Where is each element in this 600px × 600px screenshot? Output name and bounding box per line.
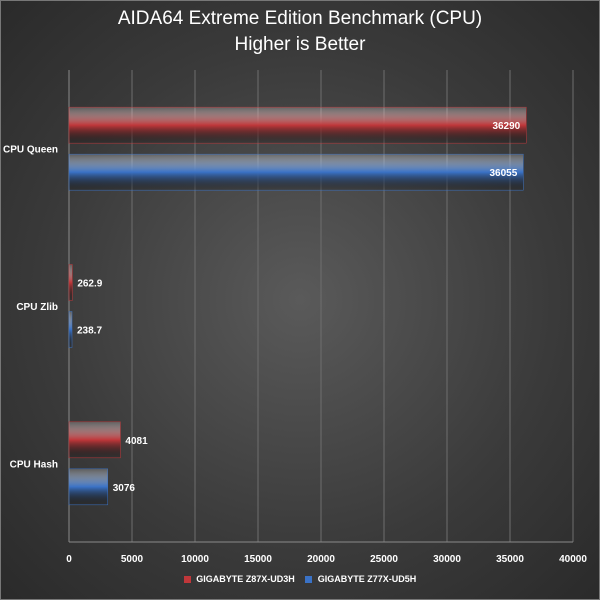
chart-subtitle: Higher is Better <box>234 34 366 55</box>
x-tick-label-10000: 10000 <box>181 554 209 565</box>
category-label-cpu-queen: CPU Queen <box>3 145 58 156</box>
bar-cpu-queen-series-0 <box>68 106 527 144</box>
data-label-cpu-hash-series-1: 3076 <box>113 483 136 494</box>
data-label-cpu-zlib-series-0: 262.9 <box>77 279 102 290</box>
category-label-cpu-zlib: CPU Zlib <box>16 302 58 313</box>
legend-swatch-z77x <box>305 576 313 584</box>
data-label-cpu-queen-series-0: 36290 <box>492 121 520 132</box>
legend-swatch-z87x <box>183 576 191 584</box>
x-tick-label-0: 0 <box>66 554 72 565</box>
x-tick-label-25000: 25000 <box>370 554 398 565</box>
x-tick-label-5000: 5000 <box>121 554 144 565</box>
category-label-cpu-hash: CPU Hash <box>10 459 58 470</box>
legend-label-z87x: GIGABYTE Z87X-UD3H <box>196 574 295 584</box>
legend-item-z87x: GIGABYTE Z87X-UD3H <box>183 574 295 584</box>
x-tick-label-40000: 40000 <box>559 554 587 565</box>
chart-title: AIDA64 Extreme Edition Benchmark (CPU) <box>117 8 483 29</box>
chart-title-block: AIDA64 Extreme Edition Benchmark (CPU) H… <box>0 6 600 58</box>
x-tick-label-30000: 30000 <box>433 554 461 565</box>
legend-item-z77x: GIGABYTE Z77X-UD5H <box>305 574 416 584</box>
data-label-cpu-zlib-series-1: 238.7 <box>77 326 102 337</box>
data-label-cpu-hash-series-0: 4081 <box>125 436 148 447</box>
chart-legend: GIGABYTE Z87X-UD3H GIGABYTE Z77X-UD5H <box>0 574 600 584</box>
bar-cpu-queen-series-1 <box>68 153 524 191</box>
x-tick-label-35000: 35000 <box>496 554 524 565</box>
bar-cpu-zlib-series-0 <box>68 264 73 301</box>
legend-label-z77x: GIGABYTE Z77X-UD5H <box>317 574 417 584</box>
bar-cpu-zlib-series-1 <box>68 311 73 348</box>
bar-cpu-hash-series-1 <box>68 468 109 506</box>
bar-cpu-hash-series-0 <box>68 421 121 459</box>
x-tick-label-20000: 20000 <box>307 554 335 565</box>
x-tick-label-15000: 15000 <box>244 554 272 565</box>
data-label-cpu-queen-series-1: 36055 <box>489 168 517 179</box>
